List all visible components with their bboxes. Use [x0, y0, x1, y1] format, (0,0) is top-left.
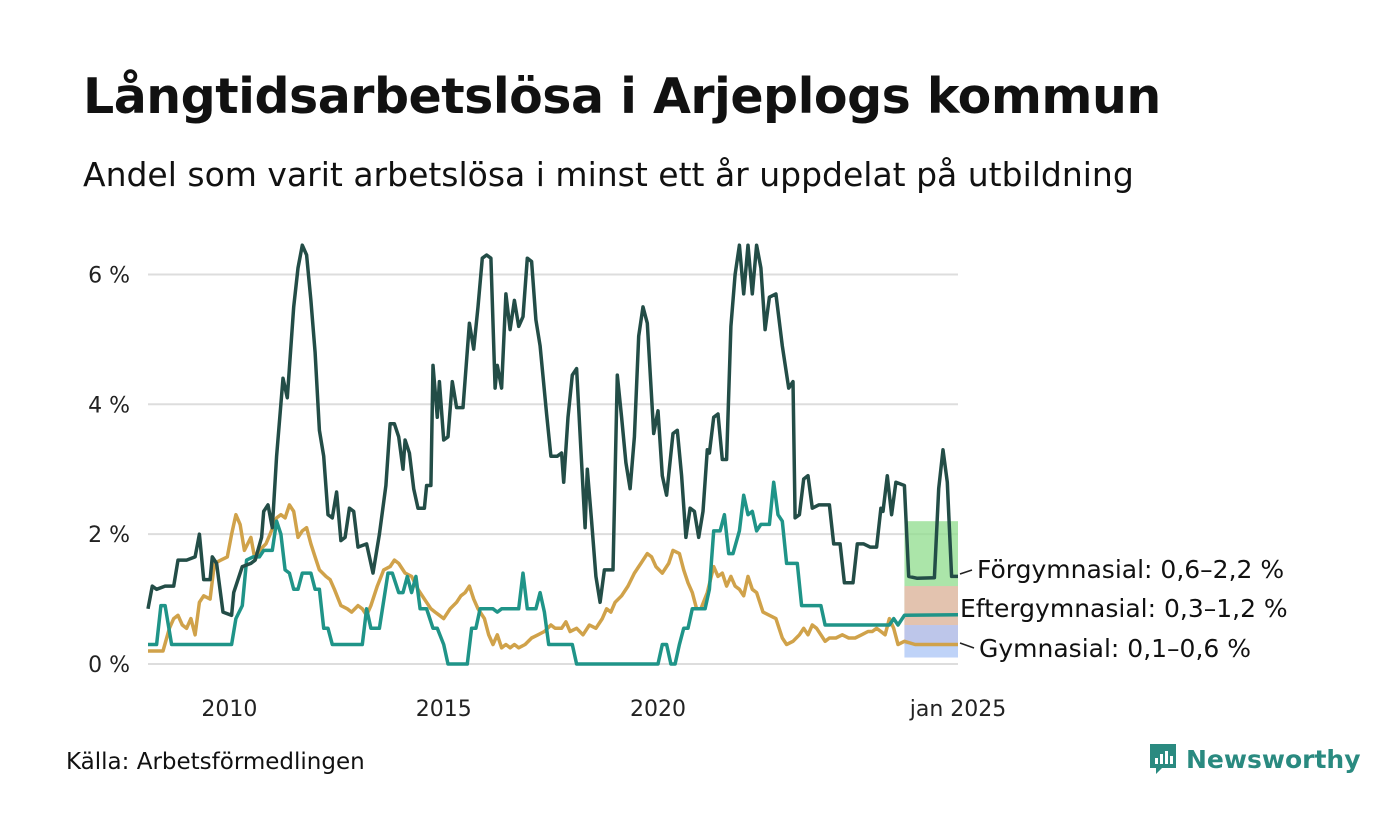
y-tick-label: 2 % — [88, 523, 130, 548]
series-line-eftergymnasial — [148, 480, 959, 666]
chart-subtitle: Andel som varit arbetslösa i minst ett å… — [83, 155, 1134, 194]
series-label-eftergymnasial: Eftergymnasial: 0,3–1,2 % — [960, 594, 1288, 623]
x-tick-label: jan 2025 — [909, 697, 1007, 722]
band-gymnasial — [904, 625, 958, 658]
axis-labels: 0 % 2 % 4 % 6 % 2010 2015 2020 jan 2025 — [88, 263, 1006, 722]
series-label-forgymnasial: Förgymnasial: 0,6–2,2 % — [977, 555, 1284, 584]
end-labels: Förgymnasial: 0,6–2,2 % Eftergymnasial: 0… — [959, 555, 1288, 663]
chart-title: Långtidsarbetslösa i Arjeplogs kommun — [83, 68, 1161, 125]
series-line-forgymnasial — [146, 243, 958, 618]
leader-line-gymnasial — [959, 642, 975, 649]
x-tick-label: 2020 — [630, 697, 686, 722]
leader-line-forgymnasial — [959, 569, 973, 575]
x-tick-label: 2010 — [201, 697, 257, 722]
x-tick-label: 2015 — [416, 697, 472, 722]
brand-name: Newsworthy — [1186, 744, 1361, 774]
y-tick-label: 6 % — [88, 263, 130, 288]
grid-lines — [148, 273, 958, 665]
y-tick-label: 0 % — [88, 653, 130, 678]
series-label-gymnasial: Gymnasial: 0,1–0,6 % — [979, 634, 1251, 663]
series-line-gymnasial — [148, 503, 958, 653]
y-tick-label: 4 % — [88, 393, 130, 418]
series-lines — [146, 243, 959, 666]
brand-logo[interactable]: Newsworthy — [1148, 742, 1361, 776]
newsworthy-logo-icon — [1150, 744, 1176, 774]
source-note: Källa: Arbetsförmedlingen — [66, 749, 365, 775]
